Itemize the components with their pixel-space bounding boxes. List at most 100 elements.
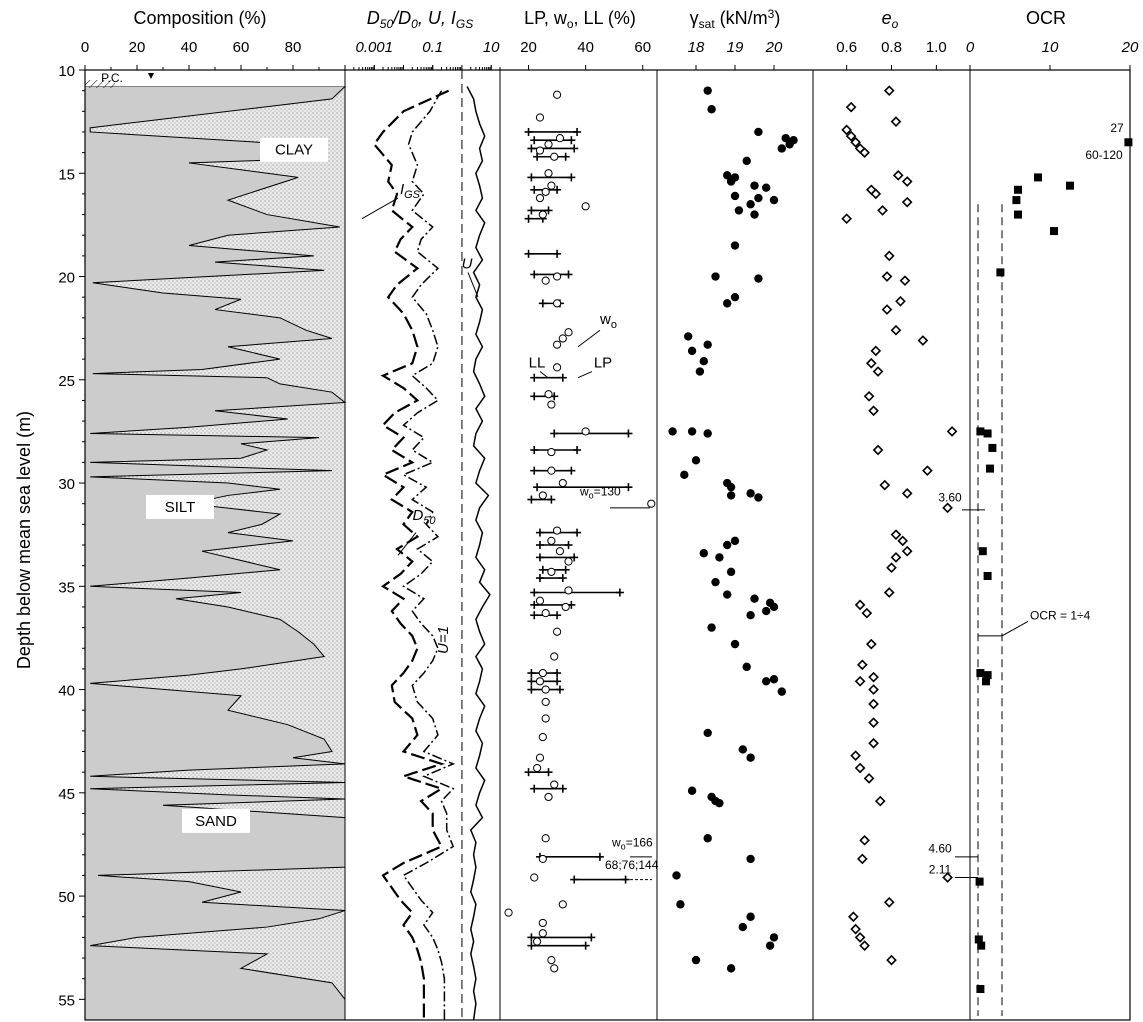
wo-point xyxy=(550,152,559,161)
wo-point xyxy=(538,854,547,864)
gamma-point xyxy=(672,871,681,880)
ocr-range-annotation: OCR = 1÷4 xyxy=(1030,608,1091,622)
eo-point xyxy=(879,479,891,491)
wo-point xyxy=(550,964,559,973)
ocr-range-leader xyxy=(1001,620,1029,637)
gamma-point xyxy=(707,105,716,114)
wo-point xyxy=(535,596,545,605)
x-tick-label: 10 xyxy=(483,39,500,56)
wo-point xyxy=(558,900,567,909)
lp-leader xyxy=(577,371,593,379)
y-axis-label: Depth below mean sea level (m) xyxy=(14,411,34,669)
ocr-point xyxy=(983,429,992,438)
igs-annotation: IGS xyxy=(400,181,421,201)
gamma-point xyxy=(754,274,763,283)
ocr-27-annotation: 27 xyxy=(1110,121,1124,135)
gamma-point xyxy=(699,356,708,366)
gradation-panel: IGS U D50 U=1 xyxy=(361,70,491,1021)
y-tick-label: 30 xyxy=(58,476,75,493)
gamma-point xyxy=(750,210,759,219)
wo-point xyxy=(552,299,562,308)
wo-point xyxy=(555,547,565,556)
gamma-point xyxy=(668,427,677,436)
x-tick-label: 0.8 xyxy=(881,39,902,56)
wo-point xyxy=(538,491,547,500)
wo-point xyxy=(541,276,550,285)
clay-label: CLAY xyxy=(275,142,313,159)
x-tick-label: 20 xyxy=(765,39,783,56)
gamma-point xyxy=(687,786,697,795)
eo-point xyxy=(854,599,866,611)
ocr-point xyxy=(977,941,986,950)
eo-point xyxy=(868,405,879,417)
wo-point xyxy=(544,140,553,149)
ocr-panel: 27 60-120 OCR = 1÷4 xyxy=(974,121,1133,1016)
eo-point xyxy=(868,698,879,710)
eo-point xyxy=(870,345,882,357)
wo-point xyxy=(552,340,562,349)
water-level-marker xyxy=(148,73,154,79)
composition-title: Composition (%) xyxy=(133,8,266,28)
eo-point xyxy=(857,853,868,865)
void-ratio-title: eo xyxy=(882,8,899,31)
eo-point xyxy=(881,304,893,315)
eo-point xyxy=(845,101,857,113)
eo-point xyxy=(942,502,953,514)
eo-point xyxy=(922,465,933,476)
pc-hatch xyxy=(85,80,115,88)
wo-point xyxy=(538,210,547,219)
gamma-point xyxy=(726,177,736,186)
ocr-point xyxy=(978,547,987,556)
ocr-point xyxy=(982,677,990,686)
y-tick-label: 25 xyxy=(58,373,75,390)
wo-point xyxy=(535,677,545,686)
unit-weight-title: γsat (kN/m3) xyxy=(690,7,781,31)
wo-point xyxy=(538,668,547,678)
wo-point xyxy=(564,557,573,566)
wo-point xyxy=(547,466,556,475)
eo-point xyxy=(859,940,870,951)
ocr-point xyxy=(983,571,992,580)
wo-point xyxy=(541,609,550,618)
gamma-point xyxy=(750,181,759,190)
wo-point xyxy=(555,134,565,143)
eo-point xyxy=(841,124,852,136)
wo-leader xyxy=(577,329,601,348)
wo-point xyxy=(535,753,545,762)
ocr-point xyxy=(986,464,994,473)
eo-point xyxy=(865,638,877,650)
eo-360-annotation: 3.60 xyxy=(938,491,962,505)
eo-point xyxy=(883,587,895,598)
eo-point xyxy=(865,357,877,369)
gamma-point xyxy=(723,171,732,180)
wo-point xyxy=(547,567,556,576)
x-tick-label: 20 xyxy=(1121,39,1139,56)
ocr-point xyxy=(976,427,985,436)
gamma-point xyxy=(746,753,755,762)
wo-point xyxy=(544,169,553,178)
gamma-point xyxy=(730,241,740,250)
gamma-point xyxy=(742,662,751,672)
gamma-point xyxy=(730,536,740,546)
wo-point xyxy=(541,685,550,694)
ll-annotation: LL xyxy=(529,354,546,371)
silt-label: SILT xyxy=(165,499,196,516)
silt-label-bg xyxy=(146,494,214,519)
eo-point xyxy=(881,271,893,282)
ocr-point xyxy=(1034,173,1042,182)
x-tick-label: 18 xyxy=(688,39,705,56)
x-tick-label: 10 xyxy=(1042,39,1059,56)
gamma-point xyxy=(762,677,771,686)
u1-annotation: U=1 xyxy=(435,626,452,654)
gamma-point xyxy=(684,332,693,341)
gamma-point xyxy=(777,687,786,696)
y-tick-label: 10 xyxy=(58,63,75,80)
gamma-point xyxy=(746,912,755,921)
y-tick-label: 45 xyxy=(58,786,75,803)
gamma-point xyxy=(769,602,779,612)
axes-frame: 10 15 20 25 30 35 40 45 50 55 0 20 40 60 80 0.001 0.1 10 2… xyxy=(58,39,1139,1021)
eo-point xyxy=(890,324,902,336)
ocr-title: OCR xyxy=(1026,8,1066,28)
ocr-point xyxy=(974,935,983,944)
